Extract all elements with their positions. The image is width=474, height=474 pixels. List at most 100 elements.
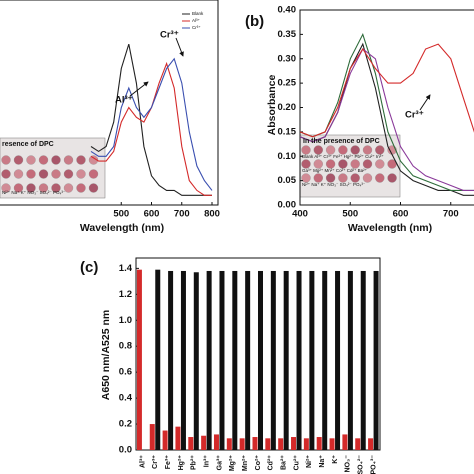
bar bbox=[265, 438, 271, 450]
inset-dot bbox=[51, 155, 61, 165]
y-tick-label: 1.0 bbox=[119, 315, 132, 326]
annotation-arrow bbox=[419, 94, 431, 111]
bar bbox=[303, 438, 309, 450]
inset-dot bbox=[350, 173, 360, 183]
bar bbox=[245, 270, 251, 450]
legend-label: Cr³⁺ bbox=[192, 25, 201, 30]
inset-dot bbox=[325, 173, 336, 183]
inset-title: resence of DPC bbox=[2, 141, 54, 148]
inset-dot bbox=[362, 145, 373, 155]
inset-dot bbox=[350, 159, 360, 169]
x-tick-label: 600 bbox=[393, 209, 409, 220]
inset-dot bbox=[1, 155, 11, 165]
x-tick-label: 700 bbox=[174, 209, 190, 220]
inset-dot bbox=[313, 173, 323, 183]
inset-dot bbox=[362, 159, 373, 169]
bar bbox=[226, 438, 232, 450]
x-tick-label: Cu²⁺ bbox=[293, 455, 300, 471]
y-tick-label: 0.30 bbox=[278, 53, 297, 64]
bar bbox=[316, 437, 322, 450]
bar bbox=[136, 269, 142, 450]
x-tick-label: Co²⁺ bbox=[255, 455, 262, 471]
bar bbox=[206, 270, 212, 450]
spectrum-line bbox=[90, 57, 213, 191]
inset-dot bbox=[375, 145, 385, 155]
x-tick-label: Mn²⁺ bbox=[242, 455, 249, 471]
bar bbox=[193, 272, 199, 450]
bar bbox=[162, 430, 168, 450]
x-tick-label: Ba²⁺ bbox=[281, 455, 288, 470]
x-tick-label: Ni²⁺ bbox=[306, 455, 313, 468]
inset-dot bbox=[88, 155, 99, 165]
x-tick-label: Na⁺ bbox=[319, 455, 326, 468]
x-tick-label: 500 bbox=[342, 209, 358, 220]
bar bbox=[329, 438, 335, 450]
plot-area bbox=[300, 32, 474, 196]
x-tick-label: 500 bbox=[113, 209, 129, 220]
inset-dot bbox=[13, 169, 24, 179]
x-tick-label: Hg²⁺ bbox=[178, 455, 185, 471]
panel-label: (c) bbox=[80, 259, 98, 276]
bar bbox=[168, 270, 174, 450]
spectrum-line bbox=[300, 43, 474, 138]
x-tick-label: SO₄²⁻ bbox=[358, 455, 365, 474]
bar bbox=[347, 270, 353, 450]
inset-dot bbox=[38, 183, 49, 193]
inset-dot bbox=[325, 145, 336, 155]
spectrum-line bbox=[90, 43, 212, 196]
inset-dot bbox=[338, 145, 348, 155]
inset-dot bbox=[76, 155, 86, 165]
x-tick-label: Al³⁺ bbox=[139, 455, 146, 468]
y-axis-label: Absorbance bbox=[266, 75, 278, 136]
y-tick-label: 0.10 bbox=[278, 151, 297, 162]
x-axis-label: Wavelength (nm) bbox=[348, 222, 432, 234]
inset-dot bbox=[26, 169, 36, 179]
y-tick-label: 0.40 bbox=[278, 5, 297, 16]
bar bbox=[149, 424, 155, 450]
inset-title: In the presence of DPC bbox=[303, 138, 380, 145]
inset-dot bbox=[76, 169, 86, 179]
inset-label: Blank Al³⁺ Cr³⁺ Fe³⁺ Hg²⁺ Pb²⁺ Cu²⁺ In³⁺ bbox=[302, 154, 384, 159]
y-tick-label: 0.15 bbox=[278, 126, 297, 137]
legend-label: Blank bbox=[192, 11, 204, 16]
x-tick-label: 400 bbox=[292, 209, 308, 220]
inset-dot bbox=[51, 183, 61, 193]
inset-dot bbox=[38, 169, 49, 179]
x-tick-label: 700 bbox=[443, 209, 459, 220]
bar bbox=[355, 438, 361, 450]
inset-dot bbox=[13, 155, 24, 165]
bar bbox=[360, 270, 366, 450]
x-tick-label: PO₄³⁻ bbox=[370, 455, 377, 474]
x-axis-label: Wavelength (nm) bbox=[80, 222, 164, 234]
inset-dot bbox=[63, 155, 74, 165]
inset-dot bbox=[338, 159, 348, 169]
y-axis-label: A650 nm/A525 nm bbox=[100, 310, 112, 400]
inset-dot bbox=[313, 159, 323, 169]
inset-dot bbox=[1, 183, 11, 193]
inset-dot bbox=[26, 183, 36, 193]
y-tick-label: 0.6 bbox=[119, 367, 132, 378]
bar bbox=[270, 270, 276, 450]
inset-dot bbox=[26, 155, 36, 165]
inset-dot bbox=[350, 145, 360, 155]
inset-label: Ga³⁺ Mg²⁺ Mn²⁺ Co²⁺ Cd²⁺ Ba²⁺ bbox=[302, 168, 368, 173]
y-tick-label: 0.0 bbox=[119, 445, 132, 456]
bar bbox=[201, 435, 207, 450]
inset-dot bbox=[88, 169, 99, 179]
panel-label: (b) bbox=[245, 13, 264, 30]
x-tick-label: 800 bbox=[204, 209, 220, 220]
inset-dot bbox=[38, 155, 49, 165]
inset-dot bbox=[362, 173, 373, 183]
x-tick-label: Cr³⁺ bbox=[152, 455, 159, 469]
inset-dot bbox=[375, 159, 385, 169]
annotation-arrow bbox=[175, 37, 184, 57]
bar bbox=[335, 270, 341, 450]
y-tick-label: 0.25 bbox=[278, 78, 297, 89]
inset-dot bbox=[313, 145, 323, 155]
bar bbox=[155, 269, 161, 450]
inset-dot bbox=[1, 169, 11, 179]
bar bbox=[219, 270, 225, 450]
y-tick-label: 0.35 bbox=[278, 29, 297, 40]
inset-dot bbox=[301, 145, 311, 155]
